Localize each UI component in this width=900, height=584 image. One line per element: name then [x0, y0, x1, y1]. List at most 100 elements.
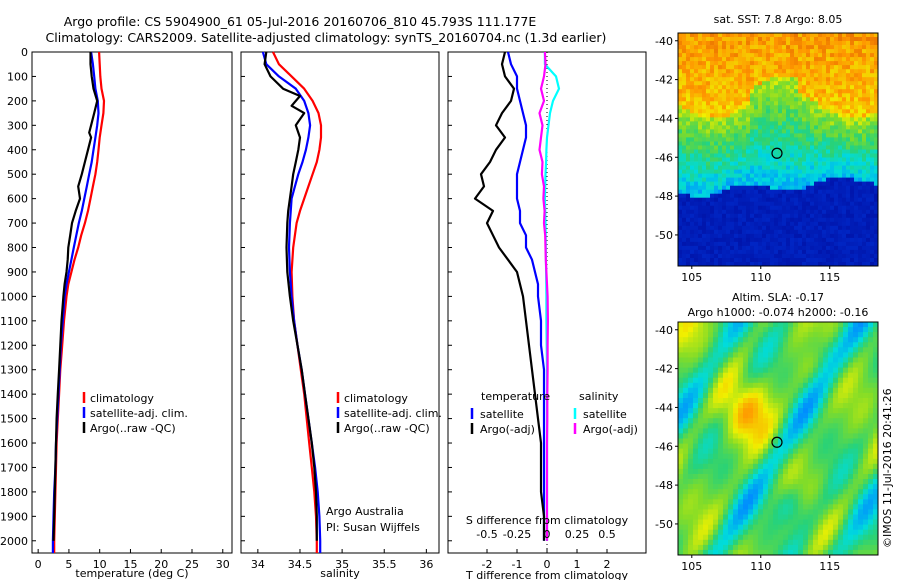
sst-cell — [782, 37, 787, 42]
sst-cell — [718, 113, 723, 118]
sst-cell — [814, 181, 819, 186]
sla-cell — [783, 382, 789, 389]
sla-cell — [688, 479, 694, 485]
sla-cell — [683, 514, 689, 520]
sst-cell — [818, 181, 823, 186]
sst-cell — [838, 262, 843, 267]
sst-cell — [774, 33, 779, 38]
sst-cell — [686, 209, 691, 215]
sst-cell — [834, 197, 839, 203]
sst-cell — [874, 213, 879, 219]
sla-cell — [783, 514, 789, 520]
sst-cell — [830, 65, 835, 70]
sla-cell — [728, 458, 734, 465]
sla-cell — [843, 474, 849, 480]
sst-cell — [698, 49, 703, 54]
sst-cell — [834, 157, 839, 162]
sst-cell — [798, 173, 803, 178]
sla-cell — [818, 362, 824, 368]
sla-cell — [813, 468, 819, 475]
sst-cell — [814, 49, 819, 54]
sst-cell — [738, 225, 743, 231]
sst-cell — [750, 205, 755, 211]
sst-cell — [810, 205, 815, 211]
sla-cell — [783, 377, 789, 384]
sst-cell — [730, 73, 735, 78]
sla-cell — [793, 489, 799, 495]
sst-cell — [822, 245, 827, 251]
sst-cell — [846, 77, 851, 82]
sst-cell — [714, 177, 719, 182]
sst-cell — [774, 161, 779, 166]
sla-cell — [788, 458, 794, 465]
sla-cell — [783, 448, 789, 455]
sla-cell — [763, 423, 769, 429]
sst-cell — [694, 133, 699, 138]
sst-cell — [874, 161, 879, 166]
sst-cell — [694, 197, 699, 203]
sst-cell — [714, 97, 719, 102]
sst-cell — [738, 57, 743, 62]
sla-cell — [728, 438, 734, 444]
sla-cell — [763, 524, 769, 531]
sla-cell — [698, 372, 704, 379]
sla-cell — [683, 367, 689, 374]
sla-cell — [863, 347, 869, 353]
sst-cell — [718, 177, 723, 182]
sst-cell — [810, 173, 815, 178]
sst-cell — [754, 177, 759, 182]
sst-cell — [802, 189, 807, 195]
sla-cell — [748, 423, 754, 429]
sst-cell — [726, 213, 731, 219]
sla-cell — [873, 489, 879, 495]
sla-cell — [783, 332, 789, 338]
sst-cell — [714, 153, 719, 158]
sla-cell — [873, 448, 879, 455]
sla-cell — [818, 347, 824, 353]
sla-cell — [858, 504, 864, 510]
sla-cell — [708, 403, 714, 409]
sst-cell — [690, 85, 695, 90]
sst-cell — [694, 65, 699, 70]
sst-cell — [706, 129, 711, 134]
lon-tick-label: 110 — [750, 560, 771, 573]
sst-cell — [690, 157, 695, 162]
sla-cell — [758, 499, 764, 505]
sst-cell — [826, 145, 831, 150]
map-frame — [677, 321, 879, 556]
sla-cell — [693, 367, 699, 374]
sst-cell — [846, 245, 851, 251]
sst-cell — [726, 233, 731, 239]
sst-cell — [858, 129, 863, 134]
sla-cell — [873, 433, 879, 439]
sst-cell — [874, 45, 879, 50]
sla-cell — [698, 342, 704, 348]
sla-cell — [758, 367, 764, 374]
sla-cell — [798, 514, 804, 520]
sla-cell — [793, 453, 799, 460]
sst-cell — [730, 61, 735, 66]
sst-cell — [706, 189, 711, 195]
sla-cell — [693, 494, 699, 500]
sst-cell — [702, 125, 707, 130]
sla-cell — [828, 377, 834, 384]
sst-cell — [778, 45, 783, 50]
sla-cell — [733, 479, 739, 485]
sla-cell — [798, 448, 804, 455]
sst-cell — [682, 169, 687, 174]
sla-cell — [783, 453, 789, 460]
sst-cell — [698, 129, 703, 134]
sst-cell — [686, 73, 691, 78]
sla-cell — [678, 504, 684, 510]
sla-cell — [853, 433, 859, 439]
sla-cell — [808, 468, 814, 475]
sst-cell — [722, 209, 727, 215]
sst-cell — [754, 117, 759, 122]
sst-cell — [798, 241, 803, 247]
sla-cell — [808, 398, 814, 404]
sst-cell — [774, 149, 779, 154]
sla-cell — [823, 403, 829, 409]
sla-cell — [838, 448, 844, 455]
sst-cell — [706, 117, 711, 122]
sla-cell — [753, 534, 759, 541]
